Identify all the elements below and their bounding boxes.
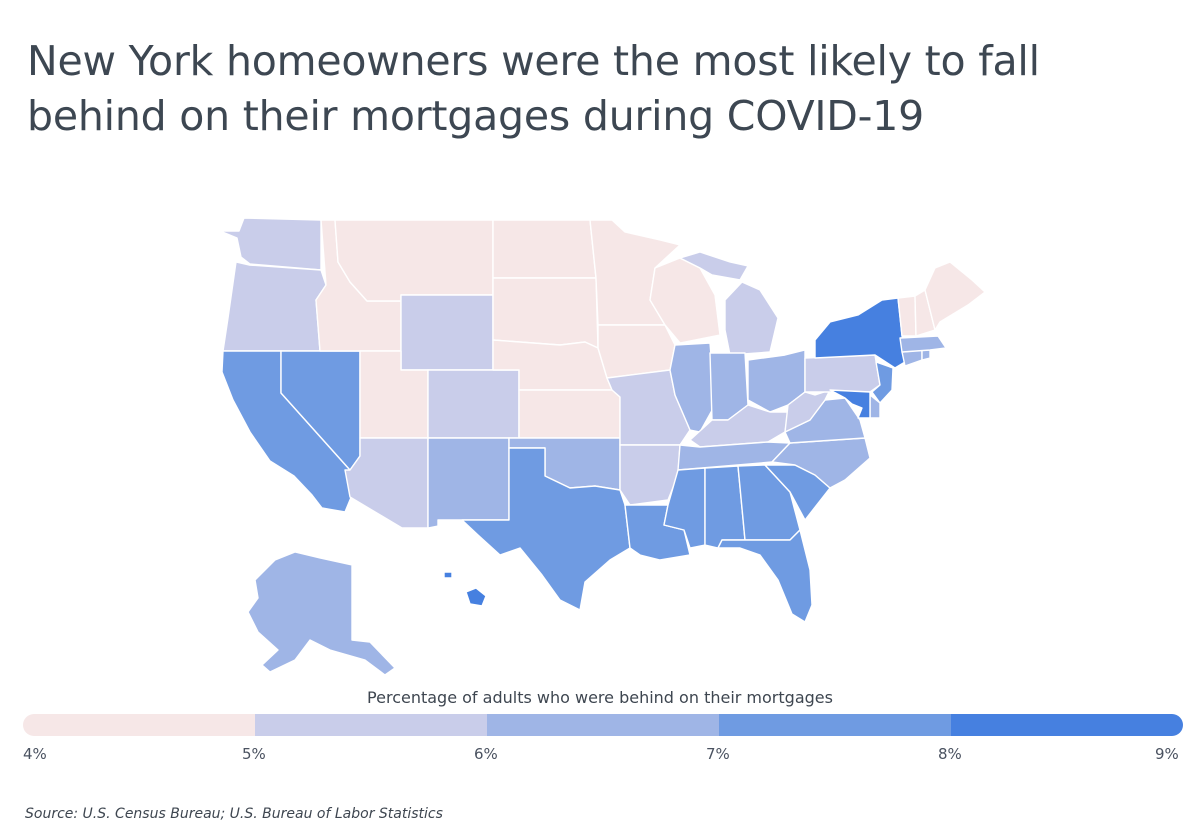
state-me[interactable] [924, 261, 986, 331]
state-wa[interactable] [219, 217, 322, 271]
legend-tick-4: 4% [23, 745, 47, 763]
state-fl[interactable] [717, 529, 813, 623]
state-nd[interactable] [492, 219, 597, 279]
state-tx[interactable] [461, 447, 631, 611]
state-sd[interactable] [492, 277, 599, 349]
legend-tick-7: 7% [706, 745, 730, 763]
state-hi-islands[interactable] [443, 571, 453, 579]
legend-tick-9: 9% [1155, 745, 1179, 763]
state-vt[interactable] [897, 295, 917, 337]
state-co[interactable] [427, 369, 520, 439]
state-ak[interactable] [247, 551, 396, 676]
legend-tick-6: 6% [474, 745, 498, 763]
legend-bin-1 [23, 714, 255, 736]
state-ma[interactable] [899, 335, 947, 353]
chart-title: New York homeowners were the most likely… [27, 37, 1040, 140]
state-wy[interactable] [400, 294, 494, 371]
legend-bin-2 [255, 714, 487, 736]
legend-tick-8: 8% [938, 745, 962, 763]
state-nm[interactable] [427, 437, 510, 529]
state-mi[interactable] [724, 281, 779, 356]
state-md[interactable] [829, 389, 871, 419]
state-ri[interactable] [921, 349, 931, 361]
legend-tick-5: 5% [242, 745, 266, 763]
legend-bin-5 [951, 714, 1183, 736]
state-ks[interactable] [518, 389, 621, 439]
legend-bin-3 [487, 714, 719, 736]
state-ia[interactable] [597, 324, 676, 379]
state-mt[interactable] [334, 219, 494, 302]
state-pa[interactable] [804, 354, 881, 393]
state-or[interactable] [222, 261, 327, 352]
source-note: Source: U.S. Census Bureau; U.S. Bureau … [25, 806, 443, 822]
legend-bin-4 [719, 714, 951, 736]
legend-title: Percentage of adults who were behind on … [367, 688, 833, 707]
state-hi[interactable] [465, 587, 487, 607]
color-scale-legend [23, 714, 1183, 736]
state-mi-upper[interactable] [679, 251, 749, 281]
